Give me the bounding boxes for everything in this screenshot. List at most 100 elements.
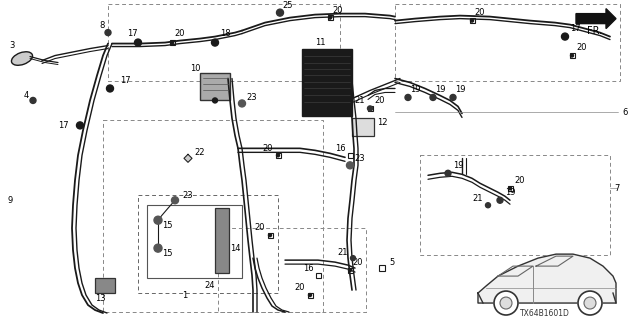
Text: 20: 20 bbox=[175, 29, 185, 38]
Bar bbox=[268, 233, 273, 238]
Text: 20: 20 bbox=[295, 283, 305, 292]
Text: 6: 6 bbox=[622, 108, 628, 117]
Circle shape bbox=[351, 256, 355, 260]
Bar bbox=[328, 15, 333, 20]
Text: 24: 24 bbox=[205, 281, 215, 290]
Bar bbox=[103, 120, 323, 312]
Bar bbox=[138, 195, 278, 293]
Text: 19: 19 bbox=[455, 85, 465, 94]
Text: 20: 20 bbox=[333, 6, 343, 15]
Text: 14: 14 bbox=[230, 244, 240, 253]
Circle shape bbox=[211, 39, 218, 46]
Bar bbox=[275, 153, 280, 158]
Circle shape bbox=[486, 203, 490, 208]
Text: 20: 20 bbox=[475, 8, 485, 17]
Circle shape bbox=[346, 162, 353, 169]
Circle shape bbox=[578, 291, 602, 315]
Bar bbox=[348, 268, 353, 273]
Text: 20: 20 bbox=[577, 43, 588, 52]
Bar bbox=[95, 278, 115, 293]
Bar bbox=[215, 208, 229, 273]
Text: 3: 3 bbox=[10, 41, 15, 50]
Text: 8: 8 bbox=[99, 21, 105, 30]
Circle shape bbox=[30, 98, 36, 103]
Text: 4: 4 bbox=[24, 91, 29, 100]
Bar bbox=[316, 273, 321, 277]
Circle shape bbox=[369, 107, 371, 110]
Circle shape bbox=[134, 39, 141, 46]
Circle shape bbox=[494, 291, 518, 315]
Circle shape bbox=[328, 16, 332, 19]
Text: 17: 17 bbox=[127, 29, 138, 38]
Text: 5: 5 bbox=[389, 258, 395, 267]
Text: 7: 7 bbox=[614, 184, 620, 193]
Text: 20: 20 bbox=[375, 96, 385, 105]
Circle shape bbox=[170, 41, 173, 44]
Bar bbox=[307, 292, 312, 298]
Text: 17: 17 bbox=[570, 24, 580, 33]
Text: 19: 19 bbox=[505, 188, 515, 197]
Polygon shape bbox=[478, 254, 616, 303]
Text: 16: 16 bbox=[335, 144, 346, 153]
Text: 16: 16 bbox=[303, 264, 314, 273]
Text: 20: 20 bbox=[353, 258, 364, 267]
Circle shape bbox=[509, 187, 511, 190]
Bar bbox=[470, 18, 474, 23]
Text: 20: 20 bbox=[515, 176, 525, 185]
Circle shape bbox=[470, 19, 474, 22]
Circle shape bbox=[430, 94, 436, 100]
Circle shape bbox=[154, 216, 162, 224]
Text: 15: 15 bbox=[162, 221, 172, 230]
Circle shape bbox=[212, 98, 218, 103]
Text: 23: 23 bbox=[246, 93, 257, 102]
Circle shape bbox=[308, 293, 312, 297]
Circle shape bbox=[276, 154, 280, 157]
Circle shape bbox=[500, 297, 512, 309]
Circle shape bbox=[445, 170, 451, 176]
Text: 12: 12 bbox=[377, 118, 387, 127]
Text: FR.: FR. bbox=[588, 26, 603, 36]
Circle shape bbox=[239, 100, 246, 107]
Text: 18: 18 bbox=[220, 29, 230, 38]
Circle shape bbox=[172, 197, 179, 204]
Text: 19: 19 bbox=[452, 161, 463, 170]
Circle shape bbox=[349, 268, 351, 272]
Text: 19: 19 bbox=[435, 85, 445, 94]
Text: 20: 20 bbox=[255, 223, 265, 232]
Text: 23: 23 bbox=[182, 191, 193, 200]
Bar bbox=[420, 155, 610, 255]
Text: 13: 13 bbox=[95, 293, 106, 302]
Text: 21: 21 bbox=[473, 194, 483, 203]
Circle shape bbox=[77, 122, 83, 129]
Text: 21: 21 bbox=[355, 96, 365, 105]
Text: 17: 17 bbox=[58, 121, 68, 130]
Text: 23: 23 bbox=[355, 154, 365, 163]
Circle shape bbox=[276, 9, 284, 16]
Bar bbox=[367, 106, 372, 111]
Bar bbox=[348, 153, 353, 158]
Text: 11: 11 bbox=[315, 38, 325, 47]
Bar bbox=[570, 53, 575, 58]
Bar bbox=[395, 4, 620, 82]
Polygon shape bbox=[184, 154, 192, 162]
Text: 9: 9 bbox=[8, 196, 13, 205]
Circle shape bbox=[106, 85, 113, 92]
Ellipse shape bbox=[12, 52, 33, 65]
Bar bbox=[508, 186, 513, 191]
Circle shape bbox=[367, 106, 372, 111]
Text: TX64B1601D: TX64B1601D bbox=[520, 308, 570, 317]
Circle shape bbox=[570, 54, 573, 57]
Bar bbox=[200, 73, 230, 100]
Bar bbox=[170, 40, 175, 45]
Text: 10: 10 bbox=[189, 64, 200, 73]
Bar bbox=[147, 205, 242, 278]
Text: 20: 20 bbox=[263, 144, 273, 153]
Circle shape bbox=[154, 244, 162, 252]
Circle shape bbox=[405, 94, 411, 100]
Text: 17: 17 bbox=[120, 76, 131, 85]
Circle shape bbox=[497, 197, 503, 203]
Bar bbox=[108, 4, 340, 82]
Bar bbox=[352, 118, 374, 136]
Polygon shape bbox=[576, 9, 616, 28]
Text: 1: 1 bbox=[182, 291, 188, 300]
